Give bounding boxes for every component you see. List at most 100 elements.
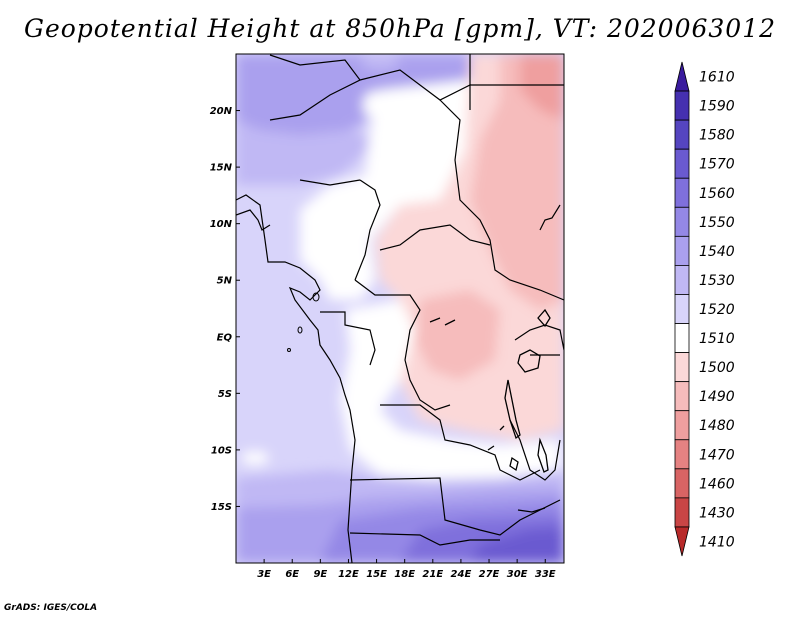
- border-east-misc: [539, 204, 561, 231]
- colorbar-label: 1550: [699, 215, 735, 231]
- contour-1490-north: [520, 54, 564, 120]
- lake-albert: [537, 308, 551, 328]
- contour-north-1530: [236, 120, 380, 185]
- x-tick-label: 15E: [366, 569, 387, 580]
- y-axis: 20N 15N 10N 5N EQ 5S 10S 15S: [210, 106, 240, 513]
- contour-1510-zone: [300, 80, 470, 300]
- colorbar-label: 1410: [699, 534, 735, 550]
- country-borders: [236, 54, 564, 563]
- colorbar-label: 1570: [699, 157, 735, 173]
- border-drc: [380, 404, 541, 481]
- x-tick-label: 33E: [535, 569, 556, 580]
- border-west-misc: [236, 209, 271, 231]
- colorbar-label: 1480: [699, 418, 735, 434]
- border-gabon: [320, 311, 376, 366]
- border-namibia: [349, 532, 500, 546]
- y-tick-label: 5N: [217, 276, 233, 287]
- lake-malawi: [537, 437, 549, 473]
- x-axis: 3E 6E 9E 12E 15E 18E 21E 24E 27E 30E 33E: [257, 559, 556, 580]
- colorbar-segment: [674, 526, 690, 557]
- colorbar-segment: [674, 497, 690, 528]
- colorbar-label: 1500: [699, 360, 735, 376]
- plot-frame: [235, 53, 565, 564]
- colorbar-segment: [674, 439, 690, 470]
- x-tick-label: 21E: [422, 569, 443, 580]
- colorbar-label: 1470: [699, 447, 735, 463]
- lake-small-2: [487, 425, 505, 451]
- border-congo: [354, 279, 451, 411]
- colorbar-segment: [674, 61, 690, 92]
- contour-1490-central: [415, 290, 500, 380]
- lake-tanganyika: [504, 379, 521, 440]
- colorbar-label: 1540: [699, 244, 735, 260]
- colorbar-segment: [674, 90, 690, 121]
- colorbar-segment: [674, 206, 690, 237]
- x-tick-label: 27E: [479, 569, 500, 580]
- y-tick-label: 15S: [211, 502, 232, 513]
- x-tick-label: 3E: [257, 569, 271, 580]
- contour-south-1570: [470, 528, 564, 563]
- lake-victoria: [517, 349, 541, 373]
- border-niger-chad: [354, 179, 381, 281]
- border-chad: [439, 99, 564, 301]
- colorbar-segment: [674, 352, 690, 383]
- map-title: Geopotential Height at 850hPa [gpm], VT:…: [23, 14, 777, 43]
- y-tick-label: 15N: [210, 163, 233, 174]
- colorbar: 1610 1590 1580 1570 1560 1550 1540 1530 1520 1510…: [674, 61, 735, 557]
- border-sudan: [469, 54, 564, 86]
- lakes: [429, 308, 551, 513]
- y-tick-label: 5S: [218, 389, 232, 400]
- contour-1510-patch-north: [363, 91, 387, 119]
- x-tick-label: 24E: [451, 569, 472, 580]
- grads-credit: GrADS: IGES/COLA: [4, 603, 98, 613]
- lake-small-1: [429, 317, 456, 326]
- colorbar-segment: [674, 265, 690, 295]
- contour-1490-core: [470, 54, 564, 310]
- colorbar-label: 1460: [699, 476, 735, 492]
- colorbar-label: 1590: [699, 99, 735, 115]
- colorbar-label: 1580: [699, 128, 735, 144]
- colorbar-segment: [674, 235, 690, 266]
- lake-kariba: [517, 507, 546, 513]
- contour-1530-patch: [360, 54, 400, 70]
- lake-mweru: [509, 456, 519, 472]
- colorbar-segment: [674, 119, 690, 150]
- border-car: [379, 224, 491, 251]
- colorbar-label: 1510: [699, 331, 735, 347]
- contour-1510-patch-west: [241, 451, 269, 465]
- colorbar-segment: [674, 294, 690, 324]
- x-tick-label: 12E: [338, 569, 359, 580]
- colorbar-label: 1610: [699, 70, 735, 86]
- colorbar-label: 1530: [699, 273, 735, 289]
- y-tick-label: 10S: [211, 445, 232, 456]
- colorbar-label: 1560: [699, 186, 735, 202]
- y-tick-label: 20N: [210, 106, 233, 117]
- colorbar-label: 1430: [699, 505, 735, 521]
- border-angola: [349, 477, 481, 531]
- x-tick-label: 18E: [394, 569, 415, 580]
- x-tick-label: 9E: [313, 569, 327, 580]
- colorbar-segment: [674, 177, 690, 208]
- island-sao-tome: [297, 326, 303, 334]
- colorbar-label: 1520: [699, 302, 735, 318]
- contour-1510-south: [340, 300, 560, 480]
- colorbar-segment: [674, 323, 690, 353]
- colorbar-segment: [674, 381, 690, 412]
- x-tick-label: 30E: [507, 569, 528, 580]
- islands: [287, 292, 320, 352]
- border-zambia: [479, 499, 561, 536]
- y-tick-label: EQ: [217, 332, 233, 343]
- colorbar-segment: [674, 148, 690, 179]
- x-tick-label: 6E: [285, 569, 299, 580]
- coastline-west-africa: [236, 194, 356, 563]
- island-annobon: [287, 348, 291, 352]
- y-tick-label: 10N: [210, 219, 233, 230]
- colorbar-segment: [674, 468, 690, 499]
- border-nigeria: [299, 179, 361, 186]
- colorbar-segment: [674, 410, 690, 441]
- island-bioko: [312, 292, 320, 302]
- contour-fill-layer: [236, 54, 564, 563]
- contour-north-1540: [236, 54, 470, 135]
- colorbar-label: 1490: [699, 389, 735, 405]
